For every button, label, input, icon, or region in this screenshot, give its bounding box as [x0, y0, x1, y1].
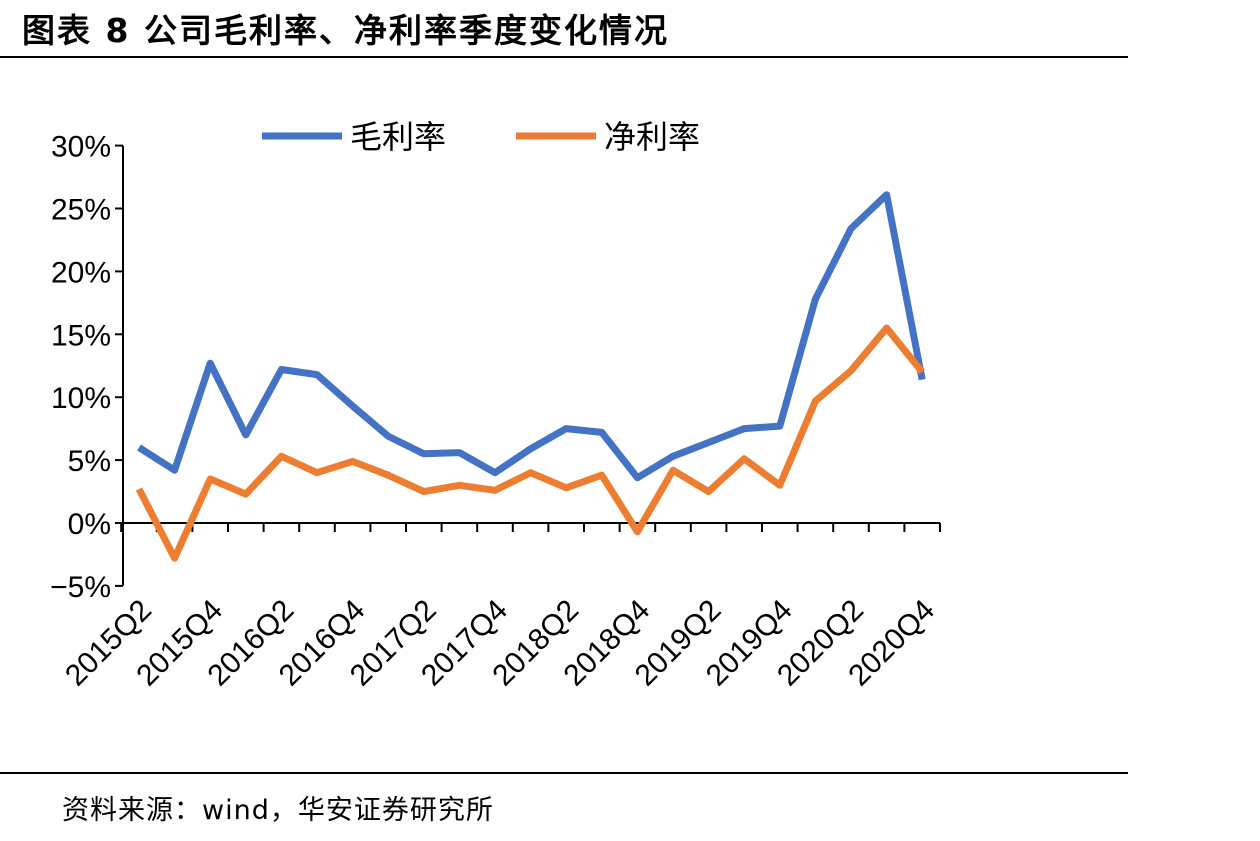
- source-note: 资料来源：wind，华安证券研究所: [62, 795, 494, 826]
- bottom-divider: [0, 772, 1128, 774]
- chart-axes: [122, 145, 940, 586]
- top-divider: [0, 56, 1128, 58]
- series-line: [135, 324, 925, 562]
- y-tick-label: 5%: [68, 445, 111, 478]
- x-axis-ticks: 2015Q22015Q42016Q22016Q42017Q22017Q42018…: [59, 523, 941, 692]
- chart-legend: 毛利率 净利率: [262, 118, 700, 156]
- y-tick-label: −5%: [50, 571, 111, 604]
- y-tick-label: 20%: [51, 256, 111, 289]
- y-tick-label: 10%: [51, 382, 111, 415]
- y-tick-label: 25%: [51, 194, 111, 227]
- series-line: [137, 191, 926, 482]
- y-tick-label: 30%: [51, 131, 111, 164]
- y-tick-label: 15%: [51, 319, 111, 352]
- legend-label: 毛利率: [350, 118, 446, 156]
- chart-series-lines: [135, 191, 926, 562]
- y-tick-label: 0%: [68, 508, 111, 541]
- y-axis-ticks: 30% 25% 20% 15% 10% 5% 0% −5%: [50, 131, 123, 604]
- chart-title: 图表 8 公司毛利率、净利率季度变化情况: [22, 11, 669, 50]
- legend-label: 净利率: [604, 118, 700, 156]
